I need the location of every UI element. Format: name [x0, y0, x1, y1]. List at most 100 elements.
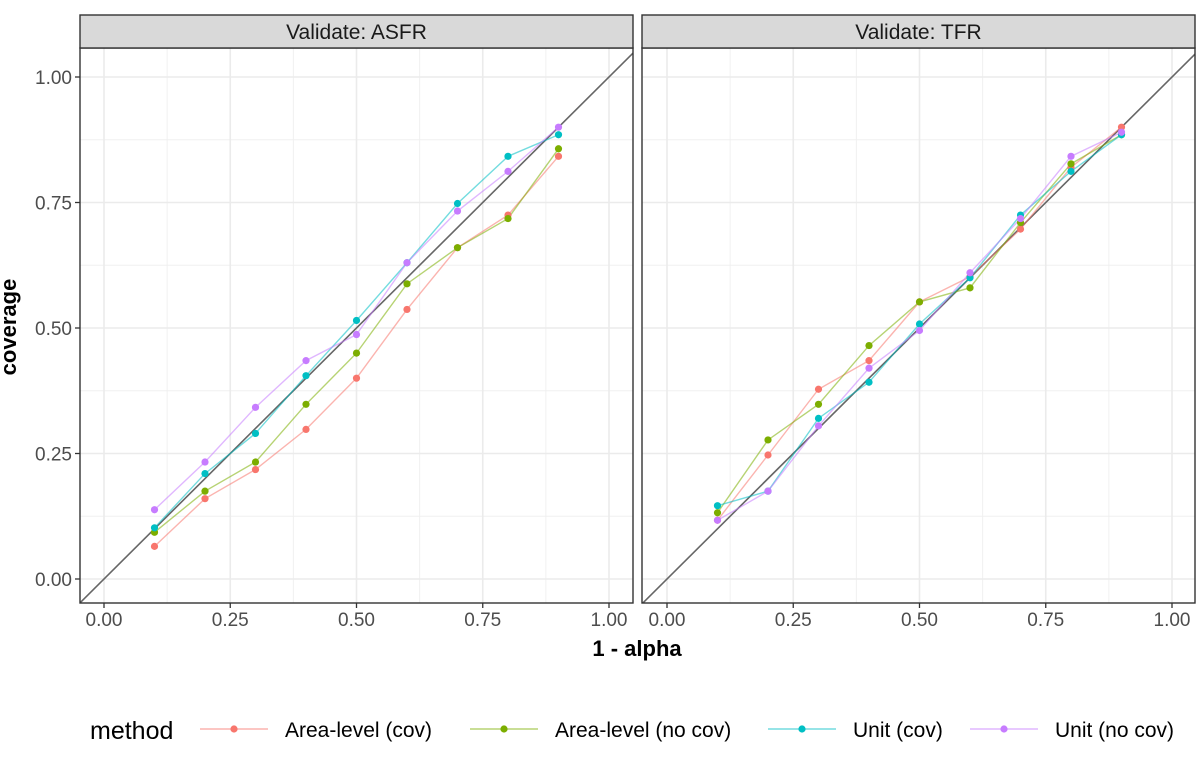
data-point [865, 378, 873, 386]
data-point [504, 167, 512, 175]
y-tick-label: 0.00 [35, 570, 72, 591]
data-point [915, 326, 924, 335]
data-point [251, 458, 260, 466]
strip-background [79, 14, 634, 49]
x-tick-label: 0.50 [338, 610, 375, 631]
data-point [814, 422, 823, 430]
data-point [764, 487, 772, 495]
data-point [1117, 128, 1126, 136]
data-point [865, 341, 873, 350]
panels-layer: Validate: ASFR 0.00 0.25 0.50 0.75 1.00 0.00 0.… [35, 14, 1196, 631]
x-tick-label: 0.00 [86, 610, 123, 631]
y-tick-label: 0.50 [35, 319, 72, 340]
data-point [966, 274, 974, 282]
data-point [1067, 167, 1075, 175]
x-tick-label: 0.50 [901, 610, 938, 631]
data-point [352, 330, 361, 339]
data-point [554, 152, 563, 160]
data-point [302, 357, 310, 365]
legend-item: Unit (no cov) [970, 719, 1174, 742]
legend-label: Unit (cov) [853, 719, 943, 742]
data-point [764, 436, 772, 444]
panel-2: Validate: TFR 0.00 0.25 0.50 0.75 1.00 [641, 14, 1196, 631]
legend-item: Area-level (cov) [200, 719, 432, 742]
x-tick-label: 0.75 [1027, 610, 1064, 631]
legend-label: Area-level (cov) [285, 719, 432, 742]
data-point [251, 465, 260, 474]
legend-key-point [500, 725, 508, 733]
x-tick-label: 0.25 [775, 610, 812, 631]
data-point [302, 425, 310, 434]
x-tick-label: 1.00 [591, 610, 628, 631]
legend-label: Unit (no cov) [1055, 719, 1174, 742]
legend-key-point [1000, 725, 1008, 733]
data-point [554, 123, 563, 131]
data-point [352, 349, 361, 357]
data-point [713, 516, 722, 524]
y-tick-label: 0.75 [35, 194, 72, 215]
data-point [453, 207, 462, 215]
legend-key-point [230, 725, 238, 733]
data-point [966, 269, 974, 277]
data-point [403, 259, 411, 267]
legend-key-point [798, 725, 806, 733]
data-point [403, 305, 411, 314]
data-point [201, 487, 209, 495]
data-point [352, 374, 361, 382]
data-point [251, 429, 260, 438]
data-point [1016, 214, 1025, 223]
data-point [150, 542, 159, 550]
legend: method Area-level (cov) Area-level (no co… [90, 717, 1174, 745]
x-tick-label: 0.00 [649, 610, 686, 631]
legend-label: Area-level (no cov) [555, 719, 731, 742]
plot-content [642, 53, 1195, 603]
data-point [201, 458, 209, 466]
data-point [764, 451, 772, 459]
gridlines [642, 48, 1195, 603]
data-point [865, 364, 873, 372]
panel-title: Validate: ASFR [286, 21, 427, 44]
data-point [150, 506, 159, 514]
data-point [504, 152, 512, 160]
data-point [1117, 123, 1126, 131]
data-point [453, 244, 462, 252]
data-point [554, 145, 563, 153]
x-tick-label: 1.00 [1154, 610, 1191, 631]
panel-1: Validate: ASFR 0.00 0.25 0.50 0.75 1.00 0.00 0.… [35, 14, 634, 631]
data-point [814, 385, 823, 393]
data-point [713, 502, 722, 510]
data-point [504, 214, 512, 223]
data-point [453, 199, 462, 208]
data-point [201, 469, 209, 478]
panel-title: Validate: TFR [855, 21, 981, 44]
data-point [915, 320, 924, 328]
data-point [403, 280, 411, 288]
plot-content [80, 52, 633, 603]
x-tick-label: 0.75 [464, 610, 501, 631]
data-point [966, 284, 974, 292]
legend-title: method [90, 717, 173, 745]
data-point [814, 414, 823, 422]
data-point [150, 524, 159, 532]
data-point [201, 495, 209, 503]
y-tick-label: 0.25 [35, 445, 72, 466]
x-axis-title: 1 - alpha [592, 636, 682, 661]
data-point [302, 400, 310, 408]
legend-item: Area-level (no cov) [470, 719, 731, 742]
identity-reference-line [80, 52, 633, 603]
data-point [814, 400, 823, 408]
data-point [251, 403, 260, 411]
legend-item: Unit (cov) [768, 719, 943, 742]
y-tick-label: 1.00 [35, 68, 72, 89]
data-point [352, 316, 361, 325]
y-axis-title: coverage [0, 279, 21, 376]
data-point [915, 298, 924, 306]
x-tick-label: 0.25 [212, 610, 249, 631]
data-point [554, 131, 563, 139]
strip-background [641, 14, 1196, 49]
data-point [865, 357, 873, 365]
data-point [1067, 152, 1075, 160]
data-point [302, 372, 310, 380]
data-point [713, 509, 722, 517]
